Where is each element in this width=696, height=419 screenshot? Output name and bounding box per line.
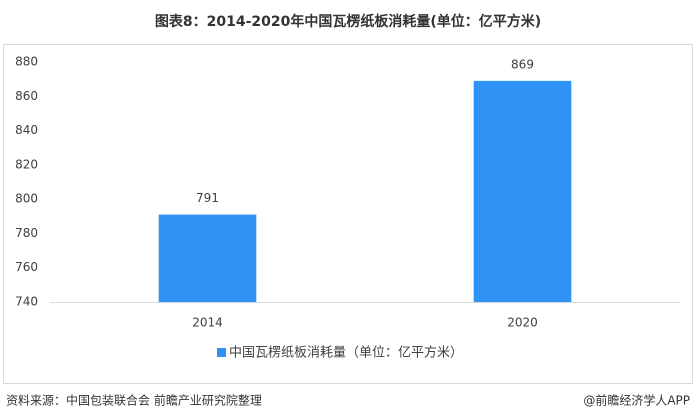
- y-tick-label: 880: [15, 55, 38, 69]
- y-tick-label: 780: [15, 226, 38, 240]
- chart-title: 图表8：2014-2020年中国瓦楞纸板消耗量(单位：亿平方米): [155, 13, 541, 30]
- y-tick-label: 760: [15, 260, 38, 274]
- y-tick-label: 860: [15, 89, 38, 103]
- x-tick-label: 2014: [192, 316, 223, 330]
- legend-label: 中国瓦楞纸板消耗量（单位：亿平方米）: [229, 345, 463, 361]
- y-tick-label: 840: [15, 123, 38, 137]
- credit: @前瞻经济学人APP: [583, 393, 690, 408]
- y-tick-label: 820: [15, 157, 38, 171]
- x-tick-label: 2020: [507, 316, 538, 330]
- y-tick-label: 740: [15, 295, 38, 309]
- chart-frame: [3, 44, 693, 384]
- bar: [473, 80, 572, 302]
- data-label: 791: [196, 191, 219, 205]
- bar: [158, 214, 257, 302]
- data-label: 869: [511, 57, 534, 71]
- legend-swatch: [217, 348, 226, 357]
- y-tick-label: 800: [15, 192, 38, 206]
- source-note: 资料来源：中国包装联合会 前瞻产业研究院整理: [6, 393, 262, 408]
